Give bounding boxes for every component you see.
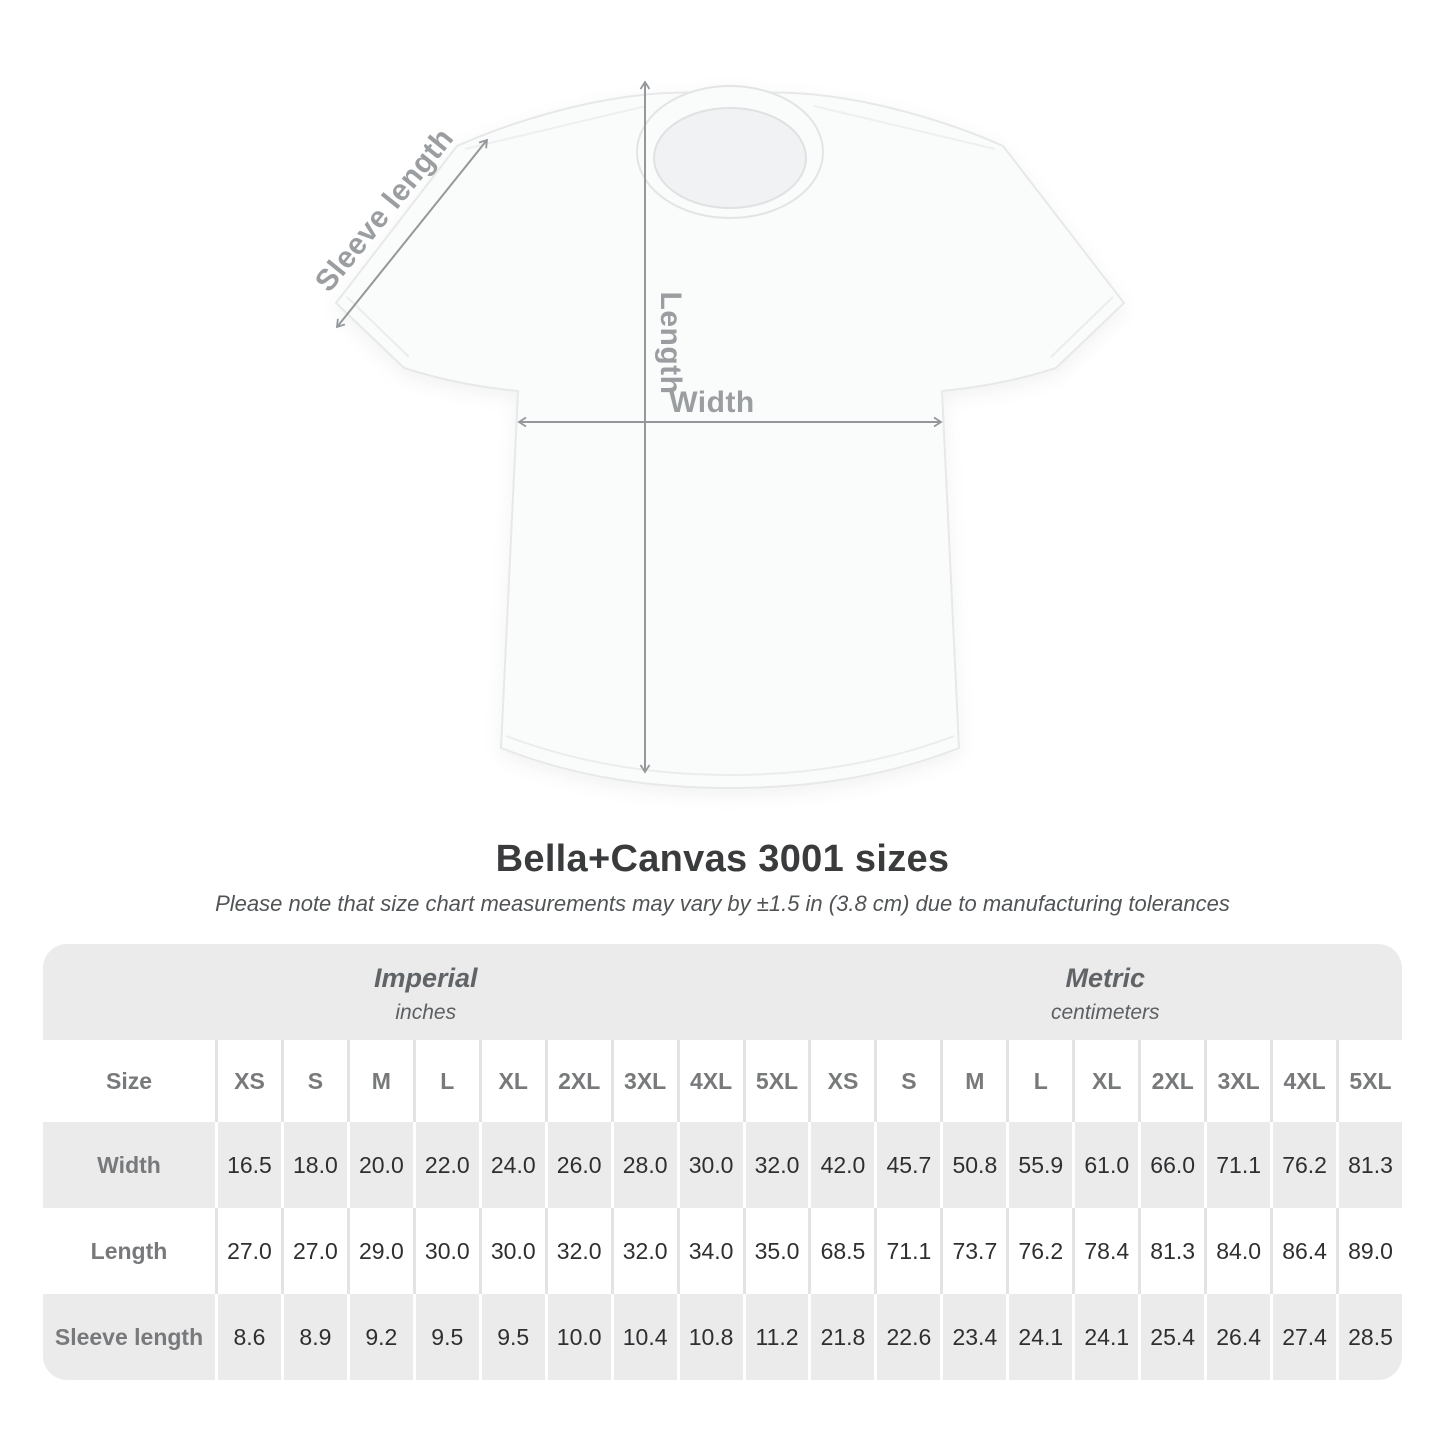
value-cell: 11.2 (745, 1294, 809, 1380)
value-cell: 29.0 (349, 1208, 413, 1294)
value-cell: 71.1 (1207, 1122, 1271, 1208)
length-label: Length (654, 292, 687, 395)
size-col-metric: 3XL (1207, 1040, 1271, 1122)
value-cell: 9.5 (415, 1294, 479, 1380)
imperial-sublabel: inches (395, 1001, 457, 1024)
table-row-length: Length 27.0 27.0 29.0 30.0 30.0 32.0 32.… (43, 1208, 1402, 1294)
size-col-imperial: L (415, 1040, 479, 1122)
value-cell: 42.0 (811, 1122, 875, 1208)
value-cell: 26.4 (1207, 1294, 1271, 1380)
value-cell: 30.0 (415, 1208, 479, 1294)
metric-header: Metric centimeters (809, 944, 1403, 1040)
size-col-metric: XS (811, 1040, 875, 1122)
value-cell: 9.2 (349, 1294, 413, 1380)
value-cell: 61.0 (1075, 1122, 1139, 1208)
collar-opening (653, 107, 807, 209)
value-cell: 10.0 (547, 1294, 611, 1380)
value-cell: 10.8 (679, 1294, 743, 1380)
size-col-metric: M (943, 1040, 1007, 1122)
size-col-imperial: XL (481, 1040, 545, 1122)
value-cell: 55.9 (1009, 1122, 1073, 1208)
value-cell: 24.1 (1009, 1294, 1073, 1380)
metric-sublabel: centimeters (1050, 1001, 1160, 1024)
sizes-header-row: Size XS S M L XL 2XL 3XL 4XL 5XL XS S M … (43, 1040, 1402, 1122)
size-corner-label: Size (43, 1040, 215, 1122)
value-cell: 10.4 (613, 1294, 677, 1380)
table-row-sleeve-length: Sleeve length 8.6 8.9 9.2 9.5 9.5 10.0 1… (43, 1294, 1402, 1380)
value-cell: 78.4 (1075, 1208, 1139, 1294)
size-col-imperial: 3XL (613, 1040, 677, 1122)
unit-header-band: Imperial inches Metric centimeters (43, 944, 1402, 1040)
value-cell: 21.8 (811, 1294, 875, 1380)
value-cell: 22.6 (877, 1294, 941, 1380)
value-cell: 27.0 (283, 1208, 347, 1294)
value-cell: 27.4 (1273, 1294, 1337, 1380)
value-cell: 35.0 (745, 1208, 809, 1294)
row-label: Length (43, 1208, 215, 1294)
size-col-imperial: XS (218, 1040, 281, 1122)
value-cell: 81.3 (1141, 1208, 1205, 1294)
value-cell: 24.1 (1075, 1294, 1139, 1380)
value-cell: 32.0 (745, 1122, 809, 1208)
page-title: Bella+Canvas 3001 sizes (495, 838, 950, 880)
value-cell: 81.3 (1339, 1122, 1402, 1208)
tolerance-note: Please note that size chart measurements… (215, 891, 1230, 916)
value-cell: 25.4 (1141, 1294, 1205, 1380)
size-col-metric: S (877, 1040, 941, 1122)
value-cell: 68.5 (811, 1208, 875, 1294)
imperial-header: Imperial inches (43, 944, 809, 1040)
sleeve-length-arrow (335, 138, 489, 329)
measurement-arrows (335, 80, 943, 774)
value-cell: 28.0 (613, 1122, 677, 1208)
value-cell: 9.5 (481, 1294, 545, 1380)
value-cell: 16.5 (218, 1122, 281, 1208)
imperial-label: Imperial (373, 963, 478, 993)
value-cell: 23.4 (943, 1294, 1007, 1380)
value-cell: 30.0 (481, 1208, 545, 1294)
row-label: Width (43, 1122, 215, 1208)
size-col-metric: XL (1075, 1040, 1139, 1122)
value-cell: 50.8 (943, 1122, 1007, 1208)
size-col-metric: 4XL (1273, 1040, 1337, 1122)
value-cell: 89.0 (1339, 1208, 1402, 1294)
value-cell: 76.2 (1273, 1122, 1337, 1208)
value-cell: 66.0 (1141, 1122, 1205, 1208)
size-table: Imperial inches Metric centimeters Size … (43, 944, 1402, 1380)
width-label: Width (669, 386, 755, 419)
value-cell: 86.4 (1273, 1208, 1337, 1294)
size-col-imperial: 5XL (745, 1040, 809, 1122)
value-cell: 8.6 (218, 1294, 281, 1380)
value-cell: 32.0 (613, 1208, 677, 1294)
size-col-metric: 5XL (1339, 1040, 1402, 1122)
metric-label: Metric (1065, 963, 1146, 993)
value-cell: 76.2 (1009, 1208, 1073, 1294)
tshirt-diagram-svg: Width Length Sleeve length (309, 80, 1125, 789)
value-cell: 20.0 (349, 1122, 413, 1208)
value-cell: 73.7 (943, 1208, 1007, 1294)
value-cell: 34.0 (679, 1208, 743, 1294)
table-row-width: Width 16.5 18.0 20.0 22.0 24.0 26.0 28.0… (43, 1122, 1402, 1208)
size-col-imperial: M (349, 1040, 413, 1122)
value-cell: 24.0 (481, 1122, 545, 1208)
value-cell: 30.0 (679, 1122, 743, 1208)
tshirt-measurement-diagram: Width Length Sleeve length (309, 80, 1125, 789)
value-cell: 84.0 (1207, 1208, 1271, 1294)
value-cell: 45.7 (877, 1122, 941, 1208)
value-cell: 28.5 (1339, 1294, 1402, 1380)
value-cell: 32.0 (547, 1208, 611, 1294)
size-col-imperial: 4XL (679, 1040, 743, 1122)
size-col-imperial: 2XL (547, 1040, 611, 1122)
value-cell: 27.0 (218, 1208, 281, 1294)
value-cell: 71.1 (877, 1208, 941, 1294)
value-cell: 26.0 (547, 1122, 611, 1208)
size-col-metric: 2XL (1141, 1040, 1205, 1122)
size-col-imperial: S (283, 1040, 347, 1122)
row-label: Sleeve length (43, 1294, 215, 1380)
size-col-metric: L (1009, 1040, 1073, 1122)
value-cell: 18.0 (283, 1122, 347, 1208)
value-cell: 8.9 (283, 1294, 347, 1380)
tshirt-image (335, 85, 1125, 789)
value-cell: 22.0 (415, 1122, 479, 1208)
